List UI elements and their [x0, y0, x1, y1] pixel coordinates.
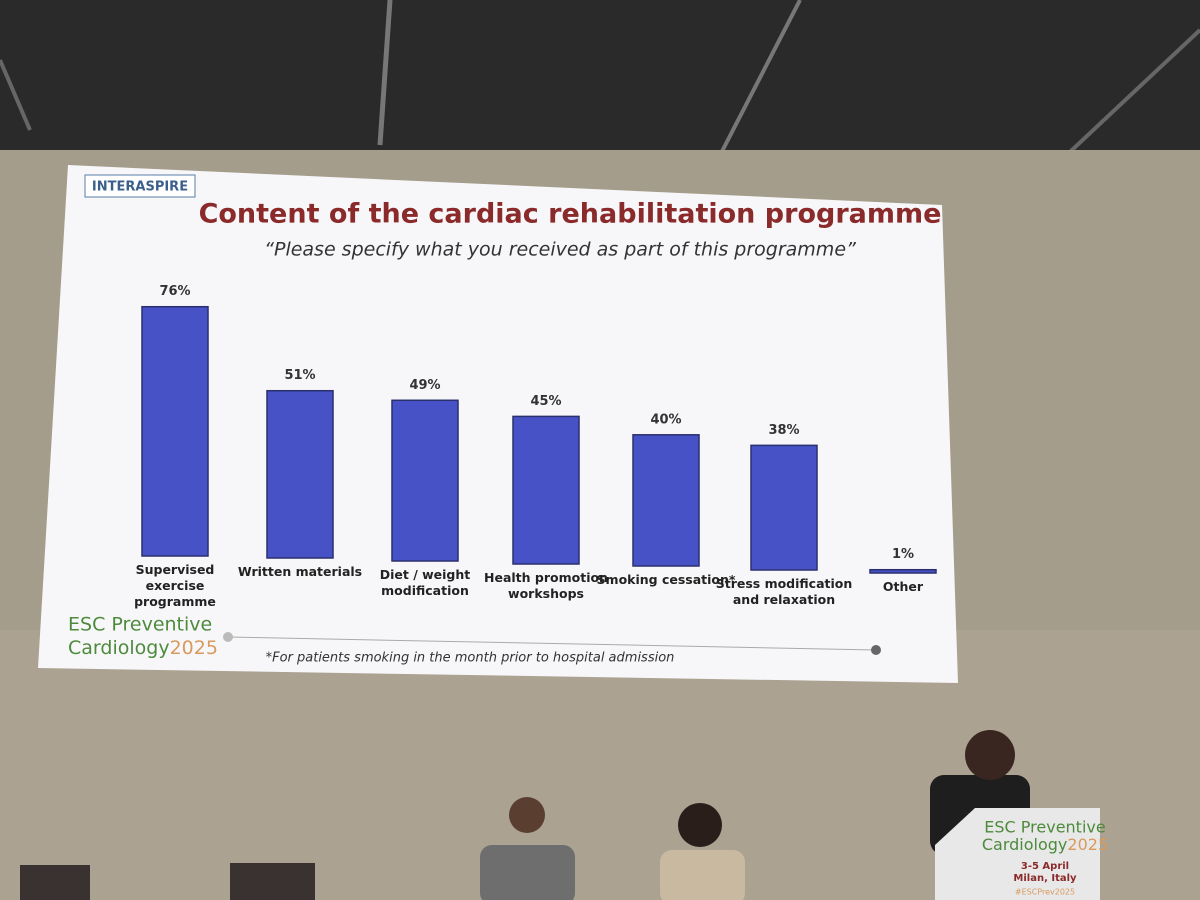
brand-line: ESC Preventive — [68, 614, 212, 636]
people — [20, 730, 1100, 900]
ceiling-beam — [0, 59, 32, 131]
chart-title: Content of the cardiac rehabilitation pr… — [199, 199, 942, 230]
podium-text: ESC Preventive — [984, 818, 1105, 837]
person-head — [965, 730, 1015, 780]
bar — [141, 305, 209, 557]
value-label: 45% — [530, 394, 561, 409]
chair — [230, 863, 315, 900]
bar — [632, 434, 700, 567]
value-label: 40% — [650, 412, 681, 427]
value-label: 51% — [284, 368, 315, 383]
person — [480, 845, 575, 900]
bar — [391, 399, 459, 562]
x-tick-label: Supervised exercise programme — [134, 562, 216, 609]
podium-year: 2025 — [1067, 835, 1108, 854]
brand-year: 2025 — [170, 637, 218, 659]
chair — [20, 865, 90, 900]
podium-text: 3-5 April — [1021, 861, 1069, 872]
bar — [512, 415, 580, 565]
ceiling-beam — [377, 0, 393, 146]
podium-text: #ESCPrev2025 — [1015, 888, 1075, 897]
x-tick-label: Written materials — [237, 564, 363, 579]
podium-text: Milan, Italy — [1013, 873, 1077, 884]
bar — [869, 568, 937, 574]
logo: INTERASPIRE — [92, 180, 188, 195]
x-tick-label: Stress modification and relaxation — [715, 576, 853, 607]
x-tick-label: Other — [882, 579, 924, 594]
bar — [266, 389, 334, 559]
footer-rule — [227, 636, 877, 651]
ceiling-beam — [713, 0, 802, 166]
value-label: 49% — [409, 378, 440, 393]
person-head — [509, 797, 545, 833]
podium-word: Cardiology — [982, 835, 1068, 854]
value-label: 76% — [159, 284, 190, 299]
chart-subtitle: “Please specify what you received as par… — [264, 239, 856, 261]
x-tick-label: Smoking cessation* — [596, 572, 736, 587]
person — [660, 850, 745, 900]
person-head — [678, 803, 722, 847]
x-tick-label: Health promotion workshops — [484, 570, 608, 601]
footer-dot — [223, 632, 233, 642]
bar — [750, 444, 818, 571]
podium — [935, 808, 1100, 900]
value-label: 38% — [768, 423, 799, 438]
value-label: 1% — [892, 547, 914, 562]
footer-dot — [871, 645, 881, 655]
podium-text: Cardiology2025 — [982, 835, 1108, 854]
x-tick-label: Diet / weight modification — [379, 567, 471, 598]
brand-line: Cardiology2025 — [68, 637, 218, 659]
logo-box — [84, 174, 196, 198]
footnote: *For patients smoking in the month prior… — [266, 651, 675, 666]
brand-word: Cardiology — [68, 637, 170, 659]
